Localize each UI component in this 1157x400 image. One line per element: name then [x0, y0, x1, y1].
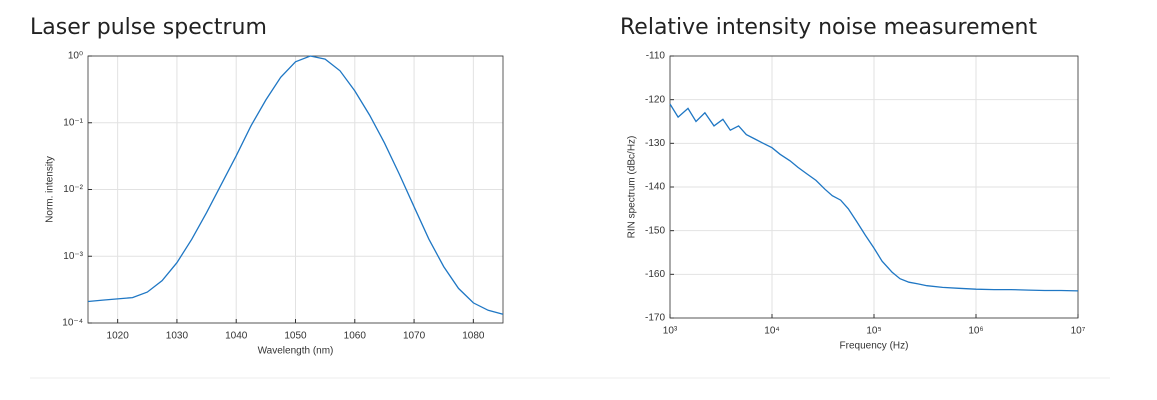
- x-tick-label: 1060: [344, 331, 367, 342]
- y-tick-label: 10⁻¹: [63, 117, 83, 128]
- axes-box: [87, 55, 504, 324]
- y-tick-label: -160: [645, 269, 665, 280]
- y-tick-label: -150: [645, 225, 665, 236]
- x-axis-label: Frequency (Hz): [840, 341, 909, 352]
- x-tick-label: 10⁵: [866, 326, 881, 337]
- data-line: [669, 103, 1079, 292]
- y-tick-label: -170: [645, 313, 665, 324]
- x-tick-label: 10⁶: [968, 326, 983, 337]
- x-tick-label: 1040: [225, 331, 248, 342]
- chart-title: Relative intensity noise measurement: [620, 15, 1037, 40]
- y-tick-label: 10⁻⁴: [62, 318, 83, 329]
- x-tick-label: 10³: [663, 326, 678, 337]
- y-tick-label: -140: [645, 182, 665, 193]
- y-tick-label: 10⁻²: [63, 184, 83, 195]
- y-tick-label: 10⁰: [68, 51, 83, 62]
- x-tick-label: 10⁴: [764, 326, 779, 337]
- y-tick-label: -120: [645, 94, 665, 105]
- x-tick-label: 1070: [403, 331, 426, 342]
- axes-box: [669, 55, 1079, 319]
- x-tick-label: 1030: [166, 331, 189, 342]
- y-tick-label: 10⁻³: [63, 251, 83, 262]
- chart-title: Laser pulse spectrum: [30, 15, 267, 40]
- x-tick-label: 10⁷: [1071, 326, 1086, 337]
- x-tick-label: 1050: [284, 331, 307, 342]
- y-tick-label: -110: [646, 51, 666, 62]
- y-tick-label: -130: [645, 138, 665, 149]
- y-axis-label: Norm. intensity: [45, 156, 56, 223]
- data-line: [87, 55, 504, 315]
- x-tick-label: 1080: [462, 331, 485, 342]
- x-axis-label: Wavelength (nm): [258, 346, 334, 357]
- y-axis-label: RIN spectrum (dBc/Hz): [627, 136, 638, 239]
- x-tick-label: 1020: [107, 331, 130, 342]
